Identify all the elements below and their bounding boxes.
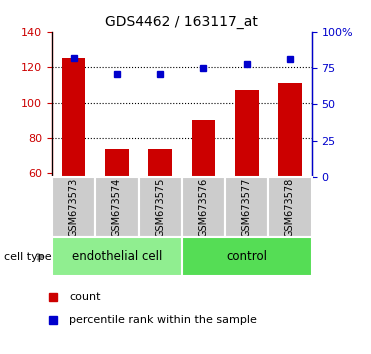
Bar: [225, 177, 268, 237]
Bar: [52, 237, 182, 276]
Text: GSM673576: GSM673576: [198, 177, 209, 237]
Bar: [105, 149, 129, 177]
Bar: [268, 177, 312, 237]
Text: percentile rank within the sample: percentile rank within the sample: [69, 315, 257, 325]
Bar: [138, 177, 182, 237]
Bar: [235, 90, 259, 177]
Bar: [148, 149, 172, 177]
Bar: [62, 58, 85, 177]
Bar: [278, 83, 302, 177]
Text: GSM673574: GSM673574: [112, 177, 122, 237]
Bar: [182, 177, 225, 237]
Text: GSM673573: GSM673573: [69, 177, 79, 237]
Text: control: control: [226, 250, 267, 263]
Text: GSM673578: GSM673578: [285, 177, 295, 237]
Bar: [191, 120, 215, 177]
Bar: [95, 177, 138, 237]
Text: cell type: cell type: [4, 252, 51, 262]
Bar: [182, 237, 312, 276]
Text: GSM673575: GSM673575: [155, 177, 165, 237]
Bar: [52, 177, 95, 237]
Text: count: count: [69, 292, 101, 302]
Text: endothelial cell: endothelial cell: [72, 250, 162, 263]
Text: GSM673577: GSM673577: [242, 177, 252, 237]
Title: GDS4462 / 163117_at: GDS4462 / 163117_at: [105, 16, 258, 29]
